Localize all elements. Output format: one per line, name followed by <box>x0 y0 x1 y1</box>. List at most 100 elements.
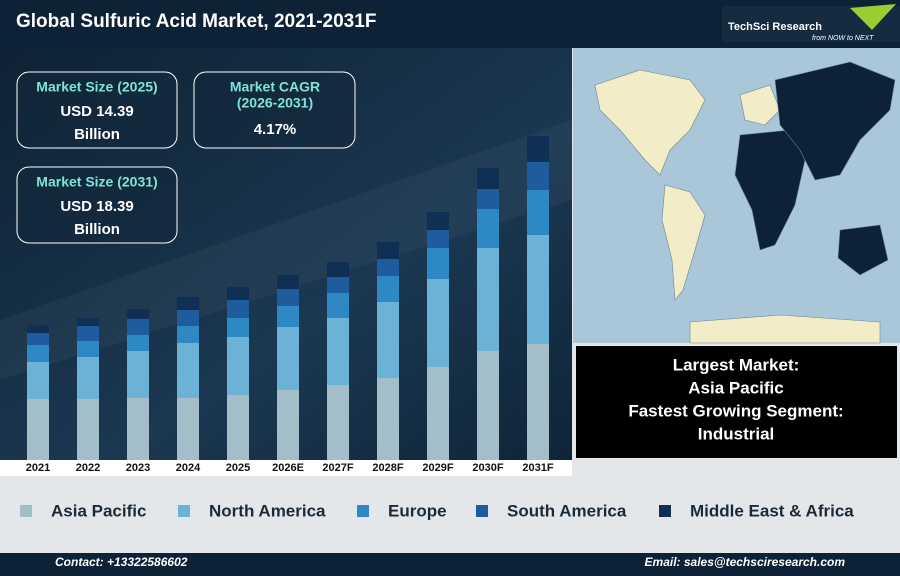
bar-segment <box>377 242 399 259</box>
highlight-box <box>576 346 897 458</box>
bar-segment <box>27 362 49 399</box>
bar-segment <box>377 378 399 460</box>
x-tick-label: 2029F <box>422 462 453 474</box>
x-tick-label: 2021 <box>26 462 50 474</box>
bar-segment <box>27 325 49 333</box>
legend-swatch <box>476 505 488 517</box>
bar-segment <box>377 276 399 302</box>
bar-segment <box>377 302 399 378</box>
bar-segment <box>127 319 149 335</box>
legend-swatch <box>357 505 369 517</box>
legend-swatch <box>20 505 32 517</box>
kpi-value: USD 14.39 <box>60 103 133 120</box>
legend-swatch <box>659 505 671 517</box>
bar-segment <box>77 357 99 399</box>
highlight: Largest Market: <box>673 355 800 374</box>
bar-segment <box>327 277 349 293</box>
bar-segment <box>477 189 499 209</box>
legend-label: South America <box>507 501 627 520</box>
bar-segment <box>77 399 99 460</box>
title: Global Sulfuric Acid Market, 2021-2031F <box>16 11 376 32</box>
highlight: Asia Pacific <box>688 378 783 397</box>
x-tick-label: 2031F <box>522 462 553 474</box>
bar-segment <box>227 287 249 300</box>
logo-bg <box>722 6 900 42</box>
bar-segment <box>277 306 299 327</box>
bar-segment <box>77 318 99 326</box>
bar-segment <box>277 289 299 306</box>
bar-segment <box>227 318 249 337</box>
x-tick-label: 2022 <box>76 462 100 474</box>
bar-segment <box>27 345 49 362</box>
bar-segment <box>177 398 199 460</box>
bar-segment <box>427 248 449 279</box>
legend-label: Europe <box>388 501 447 520</box>
logo: TechSci Research <box>728 21 822 33</box>
bar-segment <box>127 309 149 319</box>
bar-segment <box>527 162 549 190</box>
bar-segment <box>427 212 449 230</box>
x-tick-label: 2030F <box>472 462 503 474</box>
bar-segment <box>427 230 449 248</box>
bar-segment <box>327 262 349 277</box>
bar-segment <box>327 293 349 318</box>
logo-mark <box>850 4 896 30</box>
bar-segment <box>527 344 549 460</box>
highlight: Industrial <box>698 424 775 443</box>
x-tick-label: 2023 <box>126 462 150 474</box>
bar-segment <box>227 337 249 395</box>
kpi-label: Market Size (2031) <box>36 174 157 190</box>
bar-segment <box>277 327 299 390</box>
bar-segment <box>27 333 49 345</box>
bar-segment <box>477 248 499 351</box>
kpi-label: Market CAGR <box>230 79 320 95</box>
footer-email: Email: sales@techsciresearch.com <box>645 555 846 569</box>
world-map <box>594 61 896 344</box>
bar-segment <box>477 351 499 460</box>
axis-band <box>0 460 572 476</box>
bar-segment <box>127 398 149 460</box>
kpi-frame <box>16 71 178 149</box>
x-tick-label: 2026E <box>272 462 304 474</box>
legend-label: Middle East & Africa <box>690 501 854 520</box>
x-tick-label: 2028F <box>372 462 403 474</box>
bar-segment <box>77 341 99 357</box>
kpi-value: USD 18.39 <box>60 198 133 215</box>
bar-segment <box>227 300 249 318</box>
legend-label: North America <box>209 501 326 520</box>
footer-bar <box>0 553 900 576</box>
bar-segment <box>427 279 449 367</box>
kpi-card: Market CAGR (2026-2031) 4.17% <box>193 71 356 149</box>
bar-segment <box>527 190 549 235</box>
bar-segment <box>27 399 49 460</box>
bar-segment <box>527 136 549 162</box>
bar-segment <box>327 385 349 460</box>
kpi-card: Market Size (2025) USD 14.39 Billion <box>16 71 178 149</box>
bar-segment <box>77 326 99 341</box>
bar-segment <box>127 351 149 398</box>
kpi-unit: Billion <box>74 221 120 238</box>
legend-swatch <box>178 505 190 517</box>
kpi-frame <box>193 71 356 149</box>
kpi-label: (2026-2031) <box>237 95 313 111</box>
legend-label: Asia Pacific <box>51 501 146 520</box>
bar-segment <box>177 297 199 310</box>
kpi-value: 4.17% <box>254 121 297 138</box>
bar-segment <box>227 395 249 460</box>
bar-segment <box>427 367 449 460</box>
x-tick-label: 2024 <box>176 462 201 474</box>
bar-segment <box>327 318 349 385</box>
bar-segment <box>177 310 199 326</box>
bar-segment <box>177 343 199 398</box>
kpi-label: Market Size (2025) <box>36 79 157 95</box>
kpi-frame <box>16 166 178 244</box>
bar-segment <box>377 259 399 276</box>
bar-segment <box>477 209 499 248</box>
kpi-unit: Billion <box>74 126 120 143</box>
bar-segment <box>127 335 149 351</box>
bar-segment <box>527 235 549 344</box>
bar-segment <box>277 275 299 289</box>
x-tick-label: 2027F <box>322 462 353 474</box>
bar-segment <box>477 168 499 189</box>
